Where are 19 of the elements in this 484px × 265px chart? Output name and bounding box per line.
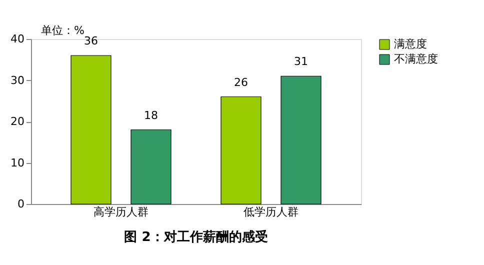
legend-label: 不满意度 bbox=[394, 52, 438, 66]
y-tick-label: 0 bbox=[18, 198, 24, 210]
y-tick-label: 20 bbox=[10, 115, 24, 128]
data-label: 31 bbox=[294, 55, 308, 68]
x-tick-label: 高学历人群 bbox=[94, 206, 148, 218]
bar bbox=[70, 55, 112, 204]
data-label: 26 bbox=[234, 76, 248, 89]
data-label: 18 bbox=[144, 108, 158, 122]
y-tick-label: 30 bbox=[10, 74, 24, 87]
bar bbox=[280, 76, 322, 204]
data-label: 36 bbox=[84, 34, 98, 48]
x-tick-label: 低学历人群 bbox=[244, 206, 298, 218]
text: 图 2：对工作薪酬的感受 bbox=[124, 229, 268, 245]
text: 单位：% bbox=[41, 24, 84, 37]
bar bbox=[130, 129, 172, 204]
legend-label: 满意度 bbox=[394, 38, 427, 50]
bar bbox=[220, 96, 262, 204]
y-tick-label: 40 bbox=[10, 32, 24, 46]
y-tick-label: 10 bbox=[10, 156, 24, 170]
